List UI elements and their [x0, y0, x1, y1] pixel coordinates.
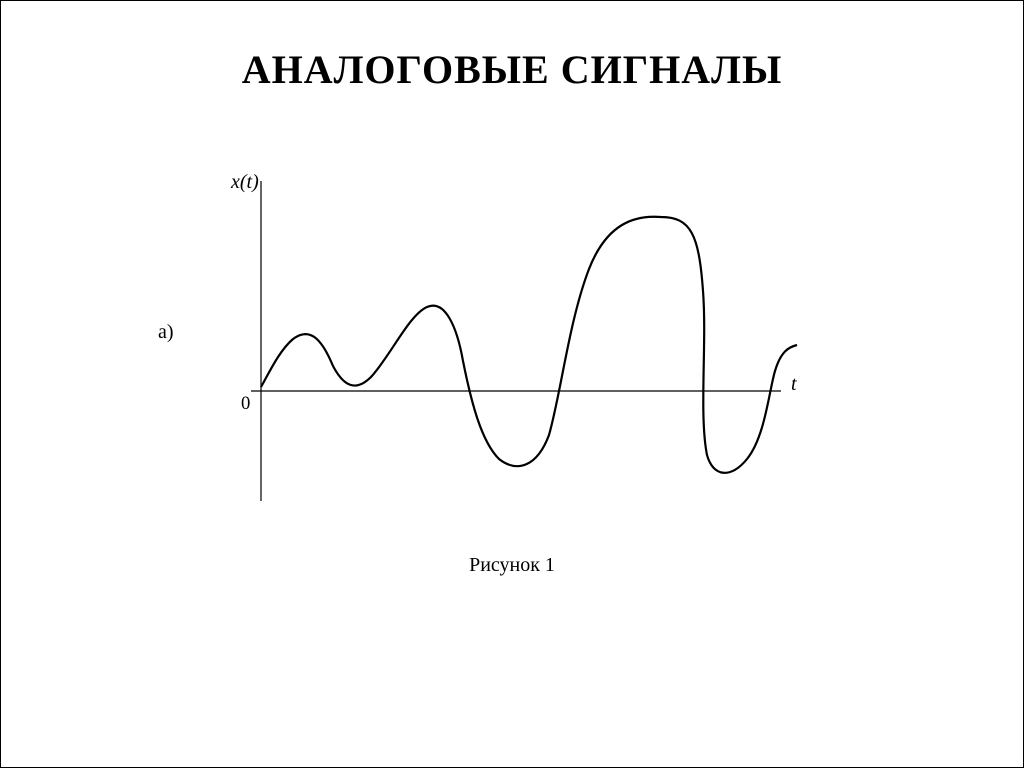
signal-chart: а) x(t) t 0	[151, 161, 851, 561]
chart-svg	[151, 161, 851, 521]
page-title: АНАЛОГОВЫЕ СИГНАЛЫ	[1, 1, 1023, 93]
figure-caption: Рисунок 1	[469, 554, 555, 577]
signal-curve	[261, 217, 797, 473]
